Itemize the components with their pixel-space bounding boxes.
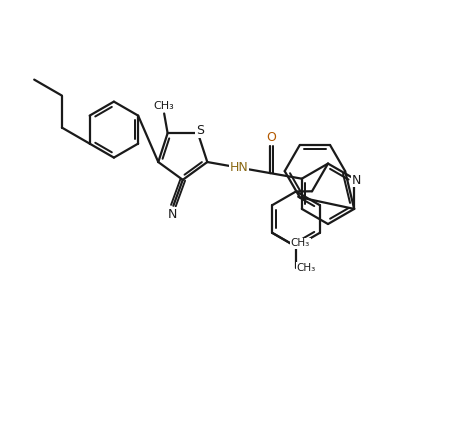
Text: HN: HN bbox=[230, 161, 249, 174]
Text: CH₃: CH₃ bbox=[291, 239, 310, 249]
Text: S: S bbox=[196, 125, 204, 138]
Text: CH₃: CH₃ bbox=[296, 263, 315, 273]
Text: N: N bbox=[352, 173, 361, 187]
Text: CH₃: CH₃ bbox=[154, 101, 175, 111]
Text: O: O bbox=[267, 131, 277, 144]
Text: N: N bbox=[167, 208, 177, 221]
